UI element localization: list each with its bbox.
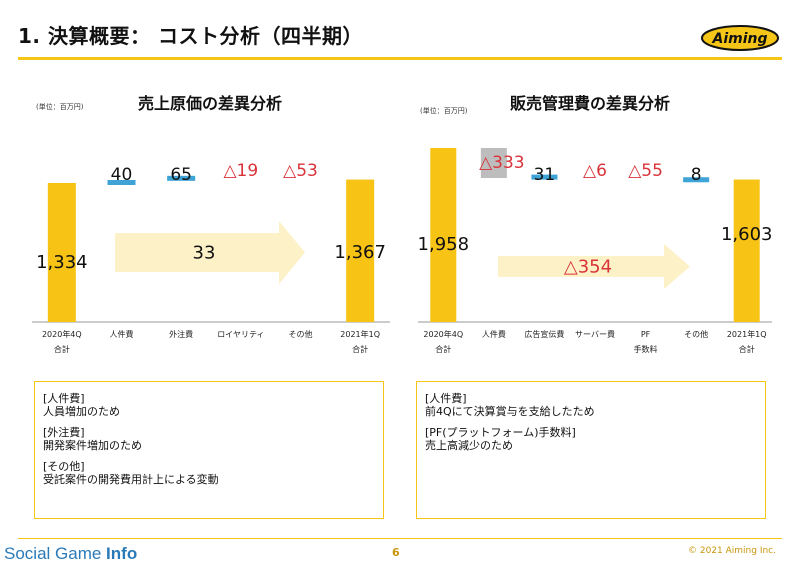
category-label: その他 <box>684 329 708 339</box>
category-label: 2020年4Q <box>42 329 82 339</box>
category-label: その他 <box>289 329 313 339</box>
category-label: 合計 <box>739 344 755 354</box>
aiming-logo: Aiming <box>701 25 779 51</box>
category-label: 合計 <box>352 344 368 354</box>
value-label: 1,334 <box>36 252 88 273</box>
category-label: 2020年4Q <box>423 329 463 339</box>
value-label: △6 <box>583 161 607 181</box>
note-heading: [その他] <box>43 460 85 473</box>
total-bar <box>47 183 76 322</box>
brand-text-bold: Info <box>106 544 138 563</box>
net-change-label: 33 <box>193 243 216 264</box>
value-label: △53 <box>283 161 318 181</box>
unit-label-cogs: (単位：百万円) <box>36 103 84 111</box>
category-label: サーバー費 <box>575 329 615 339</box>
note-text: 前4Qにて決算賞与を支給したため <box>425 405 595 418</box>
notes-box-sga: [人件費] 前4Qにて決算賞与を支給したため [PF(プラットフォーム)手数料]… <box>416 381 766 519</box>
note-heading: [PF(プラットフォーム)手数料] <box>425 426 576 439</box>
category-label: 合計 <box>435 344 451 354</box>
net-change-label: △354 <box>564 257 612 278</box>
note-text: 受託案件の開発費用計上による変動 <box>43 473 219 486</box>
page-number: 6 <box>392 546 400 559</box>
value-label: 1,603 <box>721 224 773 245</box>
notes-box-cogs: [人件費] 人員増加のため [外注費] 開発案件増加のため [その他] 受託案件… <box>34 381 384 519</box>
social-game-info-brand: Social Game Info <box>4 544 137 564</box>
category-label: 2021年1Q <box>340 329 380 339</box>
category-label: 人件費 <box>482 329 506 339</box>
note-text: 開発案件増加のため <box>43 439 142 452</box>
svg-text:Aiming: Aiming <box>711 31 767 47</box>
category-label: 外注費 <box>169 329 193 339</box>
chart-title-cogs: 売上原価の差異分析 <box>137 94 282 113</box>
delta-marker-gray <box>480 148 507 178</box>
net-change-arrow <box>115 221 305 284</box>
note-heading: [人件費] <box>43 392 85 405</box>
value-label: 65 <box>170 165 192 185</box>
category-label: 手数料 <box>634 344 658 354</box>
net-change-arrow <box>498 244 690 289</box>
category-label: 合計 <box>54 344 70 354</box>
total-bar <box>346 179 375 322</box>
total-bar <box>733 179 760 322</box>
value-label: △333 <box>479 153 525 173</box>
total-bar <box>430 148 457 322</box>
footer-rule <box>18 538 782 539</box>
category-label: 2021年1Q <box>727 329 767 339</box>
note-heading: [人件費] <box>425 392 467 405</box>
category-label: 広告宣伝費 <box>524 329 564 339</box>
brand-text: Social Game <box>4 544 107 563</box>
category-label: ロイヤリティ <box>217 330 264 339</box>
unit-label-sga: (単位：百万円) <box>420 107 468 115</box>
value-label: 40 <box>111 165 133 185</box>
value-label: △55 <box>628 161 663 181</box>
value-label: 31 <box>534 165 556 185</box>
value-label: 1,367 <box>334 242 386 263</box>
chart-title-sga: 販売管理費の差異分析 <box>509 94 670 113</box>
title-rule <box>18 57 782 60</box>
category-label: 人件費 <box>110 329 134 339</box>
value-label: 8 <box>691 165 702 185</box>
copyright: © 2021 Aiming Inc. <box>688 546 776 556</box>
page-title: 1. 決算概要： コスト分析（四半期） <box>18 24 363 48</box>
category-label: PF <box>641 330 651 339</box>
value-label: △19 <box>223 161 258 181</box>
note-text: 人員増加のため <box>43 405 120 418</box>
value-label: 1,958 <box>418 234 470 255</box>
note-heading: [外注費] <box>43 426 85 439</box>
note-text: 売上高減少のため <box>425 439 513 452</box>
